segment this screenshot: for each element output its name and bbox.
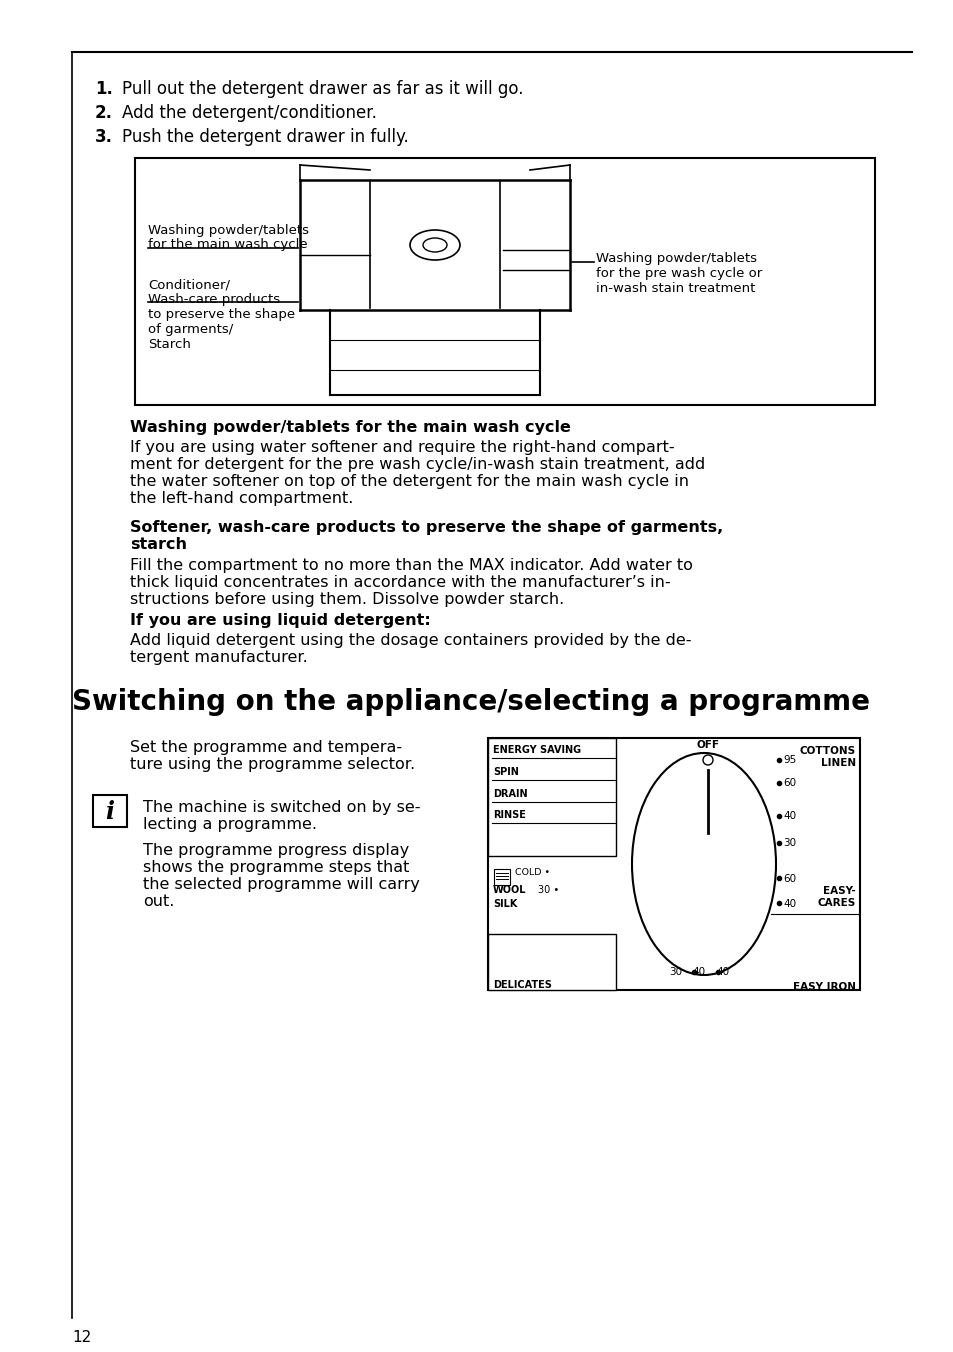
Text: Set the programme and tempera-: Set the programme and tempera- bbox=[130, 740, 402, 754]
Text: 40: 40 bbox=[782, 811, 796, 821]
Bar bbox=[488, 934, 616, 990]
Ellipse shape bbox=[410, 230, 459, 260]
Text: 40: 40 bbox=[716, 967, 729, 977]
Text: i: i bbox=[106, 800, 114, 823]
Text: Softener, wash-care products to preserve the shape of garments,: Softener, wash-care products to preserve… bbox=[130, 521, 722, 535]
Text: ment for detergent for the pre wash cycle/in-wash stain treatment, add: ment for detergent for the pre wash cycl… bbox=[130, 457, 704, 472]
Text: out.: out. bbox=[143, 894, 174, 909]
Text: EASY IRON: EASY IRON bbox=[792, 982, 855, 992]
Text: Washing powder/tablets for the main wash cycle: Washing powder/tablets for the main wash… bbox=[130, 420, 570, 435]
Text: 12: 12 bbox=[71, 1330, 91, 1345]
Text: 40: 40 bbox=[692, 967, 705, 977]
Text: Washing powder/tablets: Washing powder/tablets bbox=[148, 224, 309, 237]
Text: thick liquid concentrates in accordance with the manufacturer’s in-: thick liquid concentrates in accordance … bbox=[130, 575, 670, 589]
Text: If you are using liquid detergent:: If you are using liquid detergent: bbox=[130, 612, 431, 627]
Text: EASY-: EASY- bbox=[822, 886, 855, 896]
Text: ture using the programme selector.: ture using the programme selector. bbox=[130, 757, 415, 772]
Text: 95: 95 bbox=[782, 754, 796, 765]
Text: lecting a programme.: lecting a programme. bbox=[143, 817, 316, 831]
Text: 30: 30 bbox=[669, 967, 681, 977]
Text: DRAIN: DRAIN bbox=[493, 790, 527, 799]
Text: COLD •: COLD • bbox=[515, 868, 550, 877]
Text: shows the programme steps that: shows the programme steps that bbox=[143, 860, 409, 875]
Text: 60: 60 bbox=[782, 777, 796, 788]
Text: LINEN: LINEN bbox=[820, 758, 855, 768]
Ellipse shape bbox=[631, 753, 775, 975]
Text: WOOL: WOOL bbox=[493, 886, 526, 895]
Text: ENERGY SAVING: ENERGY SAVING bbox=[493, 745, 580, 754]
Text: Conditioner/: Conditioner/ bbox=[148, 279, 230, 291]
Text: Push the detergent drawer in fully.: Push the detergent drawer in fully. bbox=[122, 128, 408, 146]
Text: to preserve the shape: to preserve the shape bbox=[148, 308, 294, 320]
Text: If you are using water softener and require the right-hand compart-: If you are using water softener and requ… bbox=[130, 439, 674, 456]
Text: 30 •: 30 • bbox=[537, 886, 558, 895]
Text: 1.: 1. bbox=[95, 80, 112, 97]
Text: 30: 30 bbox=[782, 838, 796, 848]
Text: The machine is switched on by se-: The machine is switched on by se- bbox=[143, 800, 420, 815]
Circle shape bbox=[702, 754, 712, 765]
Text: OFF: OFF bbox=[696, 740, 719, 750]
Text: SPIN: SPIN bbox=[493, 767, 518, 777]
Text: Add the detergent/conditioner.: Add the detergent/conditioner. bbox=[122, 104, 376, 122]
Text: SILK: SILK bbox=[493, 899, 517, 909]
Bar bbox=[488, 738, 859, 990]
Bar bbox=[494, 869, 510, 886]
Bar bbox=[92, 795, 127, 827]
Text: tergent manufacturer.: tergent manufacturer. bbox=[130, 650, 308, 665]
Ellipse shape bbox=[422, 238, 447, 251]
Text: RINSE: RINSE bbox=[493, 810, 525, 821]
Text: Switching on the appliance/selecting a programme: Switching on the appliance/selecting a p… bbox=[71, 688, 869, 717]
Text: Wash-care products: Wash-care products bbox=[148, 293, 280, 306]
Text: of garments/: of garments/ bbox=[148, 323, 233, 337]
Text: starch: starch bbox=[130, 537, 187, 552]
Text: 2.: 2. bbox=[95, 104, 112, 122]
Text: 60: 60 bbox=[782, 873, 796, 884]
Text: for the main wash cycle: for the main wash cycle bbox=[148, 238, 307, 251]
Bar bbox=[135, 158, 874, 406]
Text: structions before using them. Dissolve powder starch.: structions before using them. Dissolve p… bbox=[130, 592, 563, 607]
Text: for the pre wash cycle or: for the pre wash cycle or bbox=[596, 266, 761, 280]
Text: in-wash stain treatment: in-wash stain treatment bbox=[596, 283, 755, 295]
Text: DELICATES: DELICATES bbox=[493, 980, 551, 990]
Text: Pull out the detergent drawer as far as it will go.: Pull out the detergent drawer as far as … bbox=[122, 80, 523, 97]
Text: the left-hand compartment.: the left-hand compartment. bbox=[130, 491, 353, 506]
Text: the selected programme will carry: the selected programme will carry bbox=[143, 877, 419, 892]
Text: Add liquid detergent using the dosage containers provided by the de-: Add liquid detergent using the dosage co… bbox=[130, 633, 691, 648]
Bar bbox=[488, 738, 616, 856]
Text: The programme progress display: The programme progress display bbox=[143, 844, 409, 859]
Text: CARES: CARES bbox=[817, 898, 855, 909]
Text: 3.: 3. bbox=[95, 128, 112, 146]
Text: Starch: Starch bbox=[148, 338, 191, 352]
Text: 40: 40 bbox=[782, 899, 796, 909]
Text: Washing powder/tablets: Washing powder/tablets bbox=[596, 251, 757, 265]
Text: COTTONS: COTTONS bbox=[799, 746, 855, 756]
Text: the water softener on top of the detergent for the main wash cycle in: the water softener on top of the deterge… bbox=[130, 475, 688, 489]
Text: Fill the compartment to no more than the MAX indicator. Add water to: Fill the compartment to no more than the… bbox=[130, 558, 692, 573]
